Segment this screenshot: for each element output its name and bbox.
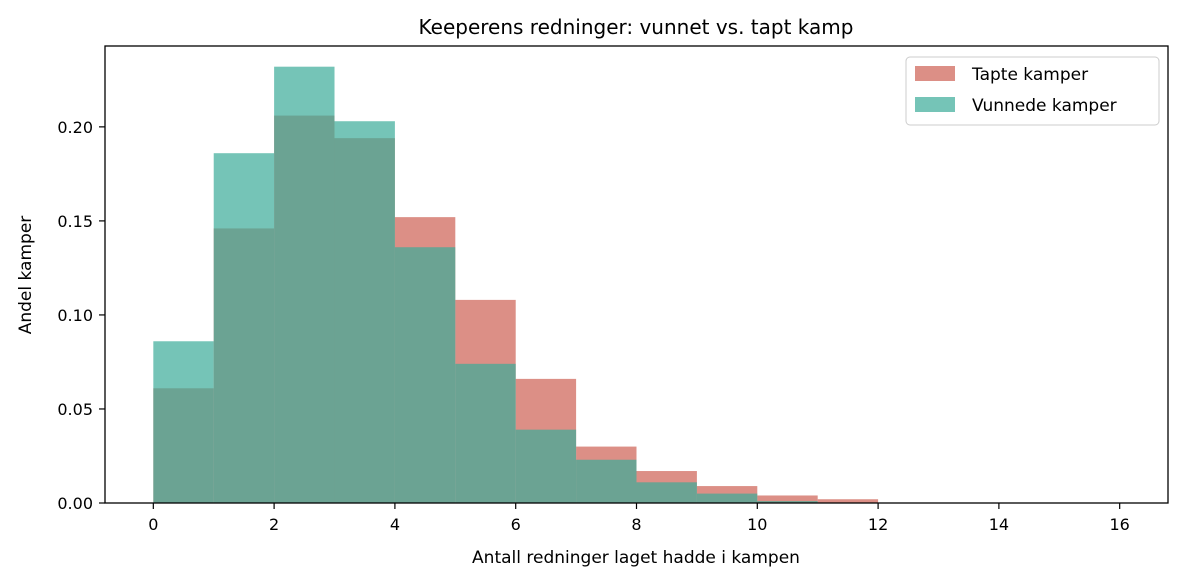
bars-layer: [153, 66, 879, 504]
y-axis-label: Andel kamper: [16, 216, 36, 335]
y-tick-label: 0.20: [57, 118, 93, 137]
x-tick-label: 12: [868, 515, 888, 534]
bar-vunnede-kamper-bin-3: [334, 121, 395, 504]
x-tick-label: 2: [269, 515, 279, 534]
bar-vunnede-kamper-bin-6: [515, 429, 577, 503]
legend-frame: [905, 56, 1160, 126]
x-tick-label: 4: [390, 515, 400, 534]
bar-vunnede-kamper-bin-5: [455, 363, 516, 503]
chart-title: Keeperens redninger: vunnet vs. tapt kam…: [419, 15, 854, 39]
legend: Tapte kamper Vunnede kamper: [905, 56, 1160, 126]
legend-swatch-tapte-kamper: [915, 66, 955, 81]
bar-vunnede-kamper-bin-2: [274, 66, 335, 503]
legend-swatch-vunnede-kamper: [915, 97, 955, 112]
x-axis-label: Antall redninger laget hadde i kampen: [472, 548, 800, 568]
x-tick-label: 10: [747, 515, 767, 534]
bar-vunnede-kamper-bin-4: [394, 247, 456, 503]
x-tick-label: 8: [631, 515, 641, 534]
legend-label-tapte-kamper: Tapte kamper: [971, 65, 1088, 85]
bar-vunnede-kamper-bin-7: [576, 459, 637, 503]
bar-vunnede-kamper-bin-0: [153, 341, 214, 503]
bar-vunnede-kamper-bin-9: [696, 493, 758, 503]
x-tick-label: 6: [511, 515, 521, 534]
x-tick-label: 14: [989, 515, 1009, 534]
bar-tapte-kamper-bin-10: [757, 495, 818, 503]
bar-tapte-kamper-bin-11: [817, 499, 879, 503]
x-tick-label: 0: [148, 515, 158, 534]
y-tick-label: 0.15: [57, 212, 93, 231]
x-tick-label: 16: [1110, 515, 1130, 534]
x-axis-ticks: 0 2 4 6 8 10 12 14 16: [148, 503, 1130, 534]
y-tick-label: 0.10: [57, 306, 93, 325]
y-tick-label: 0.00: [57, 494, 93, 513]
y-axis-ticks: 0.00 0.05 0.10 0.15 0.20: [57, 118, 105, 513]
legend-label-vunnede-kamper: Vunnede kamper: [972, 96, 1117, 116]
y-tick-label: 0.05: [57, 400, 93, 419]
bar-vunnede-kamper-bin-8: [636, 482, 697, 503]
bar-vunnede-kamper-bin-10: [757, 501, 818, 503]
bar-vunnede-kamper-bin-1: [213, 153, 275, 504]
